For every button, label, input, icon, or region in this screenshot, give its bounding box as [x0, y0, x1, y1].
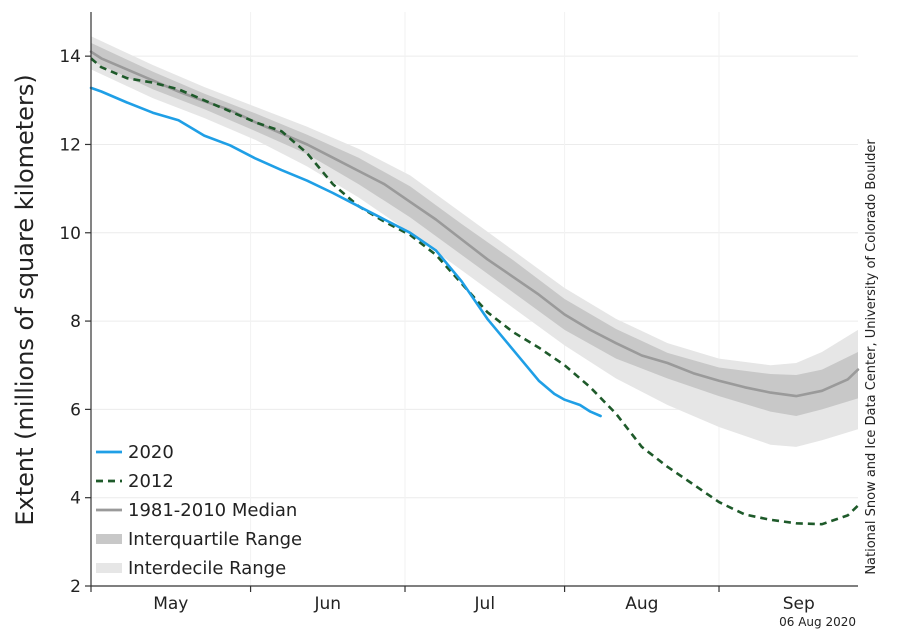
legend-item: 1981-2010 Median: [96, 500, 297, 521]
y-tick-label: 2: [70, 577, 81, 597]
legend-item: Interdecile Range: [96, 558, 286, 579]
y-tick-label: 12: [59, 135, 81, 155]
axes: [85, 12, 858, 592]
y-tick-labels: 2 4 6 8 10 12 14: [59, 47, 81, 597]
interquartile-range-band: [91, 42, 858, 417]
legend-swatch: [96, 534, 122, 544]
legend-item: 2012: [96, 471, 174, 492]
legend-label: 2012: [128, 471, 174, 492]
legend-swatch: [96, 563, 122, 573]
y-tick-label: 14: [59, 47, 81, 67]
date-stamp: 06 Aug 2020: [779, 615, 856, 629]
y-tick-label: 6: [70, 400, 81, 420]
legend-label: Interquartile Range: [128, 529, 302, 550]
y-axis-title: Extent (millions of square kilometers): [11, 74, 39, 525]
x-tick-label: May: [153, 594, 188, 614]
y-tick-label: 4: [70, 489, 81, 509]
series-lines: [89, 50, 860, 526]
legend-label: 1981-2010 Median: [128, 500, 297, 521]
range-bands: [91, 36, 858, 447]
legend-label: 2020: [128, 442, 174, 463]
legend-item: Interquartile Range: [96, 529, 302, 550]
series-line-1981-2010-median: [89, 50, 860, 398]
legend-label: Interdecile Range: [128, 558, 286, 579]
x-tick-label: Sep: [783, 594, 815, 614]
x-tick-label: Jun: [314, 594, 342, 614]
y-tick-label: 8: [70, 312, 81, 332]
legend: 2020 2012 1981-2010 Median Interquartile Ra…: [96, 442, 302, 579]
legend-item: 2020: [96, 442, 174, 463]
credit-text: National Snow and Ice Data Center, Unive…: [864, 139, 879, 575]
x-tick-label: Jul: [474, 594, 496, 614]
x-tick-label: Aug: [625, 594, 658, 614]
series-line-2012: [90, 57, 859, 526]
x-tick-labels: May Jun Jul Aug Sep: [153, 594, 815, 614]
series-line-2020: [89, 86, 602, 418]
y-tick-label: 10: [59, 224, 81, 244]
